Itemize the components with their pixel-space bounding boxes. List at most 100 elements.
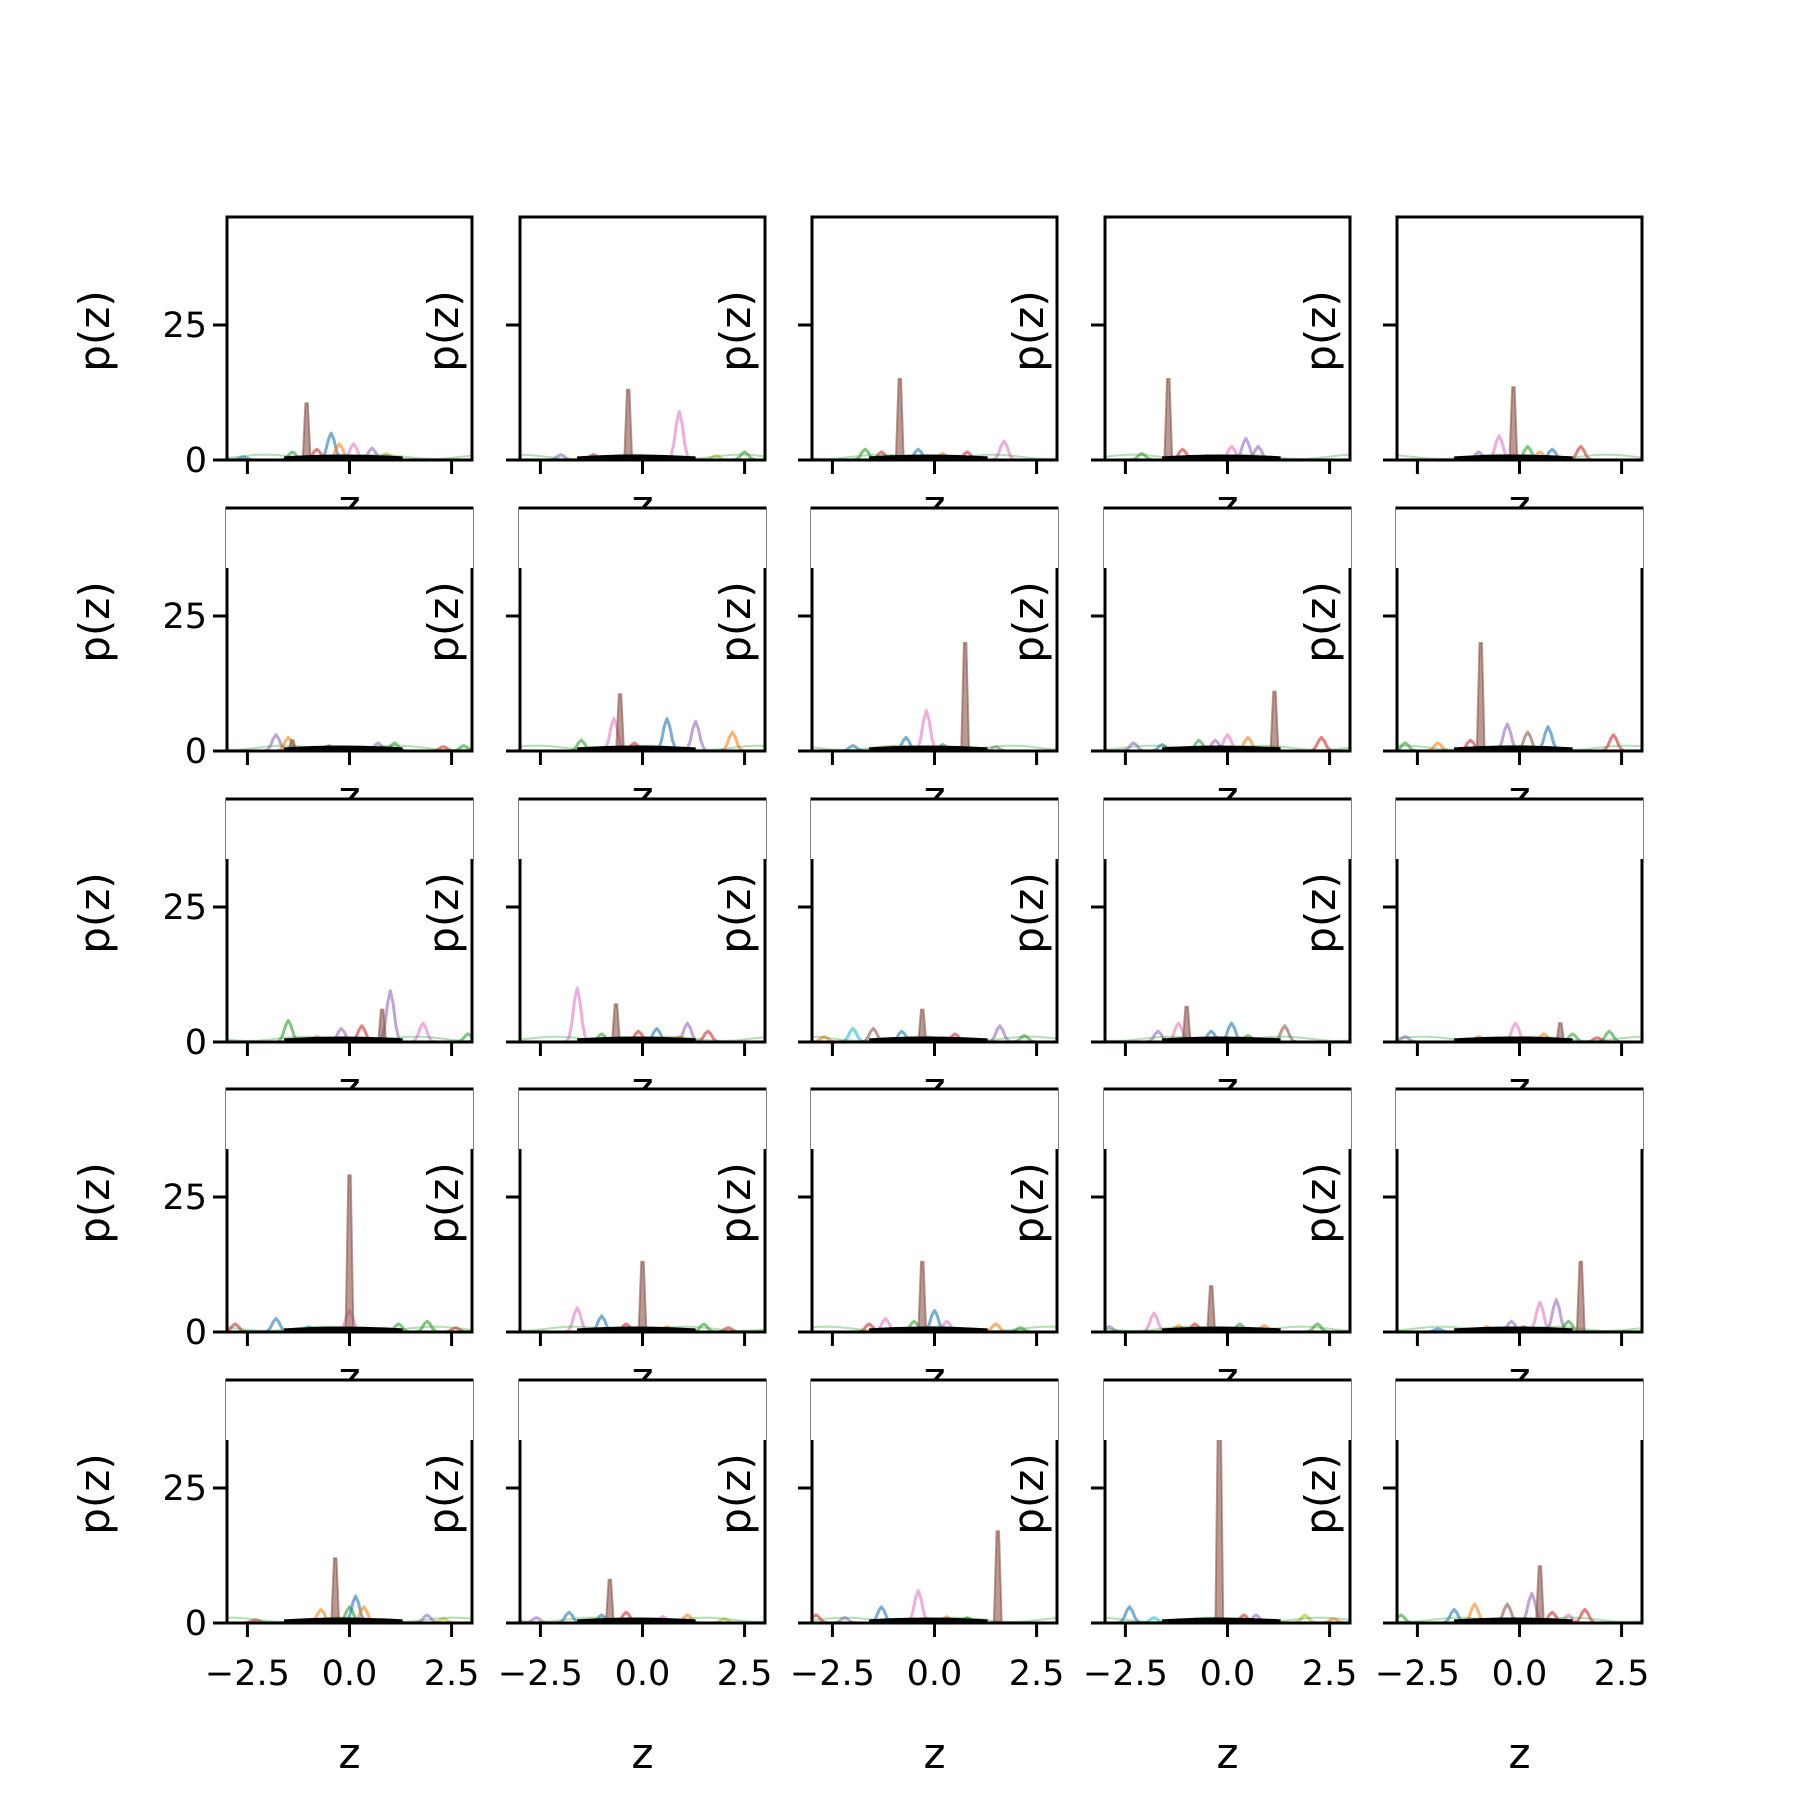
x-axis-label: z	[923, 1729, 945, 1778]
plot-area	[1397, 1260, 1642, 1332]
baseline-line	[1162, 1326, 1281, 1332]
subplot-4-2: p(z)z	[419, 1087, 767, 1402]
baseline-line	[284, 1036, 403, 1042]
baseline-line	[284, 1326, 403, 1332]
spike-peak	[1475, 642, 1486, 751]
label-mask	[519, 1089, 766, 1149]
plot-area	[520, 986, 765, 1042]
plot-area	[812, 1260, 1057, 1332]
x-tick-label: 0.0	[907, 1654, 963, 1694]
baseline-line	[1162, 1617, 1281, 1623]
baseline-line	[1454, 745, 1573, 751]
baseline-line	[1454, 1326, 1573, 1332]
plot-area	[1105, 690, 1350, 751]
y-tick-label: 25	[162, 1469, 207, 1509]
baseline-line	[869, 454, 988, 460]
plot-area	[227, 1557, 472, 1623]
x-axis-label: z	[338, 1729, 360, 1778]
y-axis-label: p(z)	[711, 1162, 760, 1243]
density-line	[914, 709, 939, 751]
y-axis-label: p(z)	[1296, 872, 1345, 953]
baseline-line	[1162, 1036, 1281, 1042]
subplot-5-5: −2.5 0.0 2.5 p(z) z	[1296, 1378, 1649, 1778]
plot-area	[1397, 1021, 1642, 1042]
y-axis-label: p(z)	[419, 581, 468, 662]
x-tick-label: 0.0	[322, 1654, 378, 1694]
spike-peak	[330, 1557, 341, 1623]
axes-frame	[1395, 215, 1644, 462]
x-tick-label: −2.5	[498, 1654, 583, 1694]
x-axis-label: z	[1508, 1729, 1530, 1778]
baseline-line	[1162, 745, 1281, 751]
density-line	[841, 1027, 865, 1042]
label-mask	[811, 1089, 1058, 1149]
density-line	[655, 717, 679, 751]
y-axis-label: p(z)	[70, 1453, 119, 1534]
subplot-1-5: p(z)z	[1296, 215, 1644, 530]
x-tick-label: 2.5	[1009, 1654, 1065, 1694]
y-axis-label: p(z)	[70, 872, 119, 953]
spike-peak	[894, 378, 905, 460]
spike-peak	[1508, 386, 1519, 460]
density-line	[1569, 445, 1593, 460]
subplot-1-3: p(z)z	[711, 215, 1059, 530]
y-axis-label: p(z)	[419, 290, 468, 371]
label-mask	[1104, 799, 1351, 859]
y-axis-label: p(z)	[1296, 581, 1345, 662]
density-line	[667, 409, 692, 460]
y-tick-label: 25	[162, 597, 207, 637]
baseline-line	[869, 1036, 988, 1042]
baseline-line	[284, 454, 403, 460]
spike-peak	[1269, 690, 1280, 751]
x-tick-label: 0.0	[615, 1654, 671, 1694]
plot-area	[1397, 642, 1642, 751]
x-axis-label: z	[1216, 1729, 1238, 1778]
plot-area	[1105, 1005, 1350, 1042]
x-tick-label: −2.5	[205, 1654, 290, 1694]
x-tick-label: 2.5	[1302, 1654, 1358, 1694]
spike-peak	[1555, 1022, 1566, 1042]
spike-peak	[1575, 1260, 1586, 1332]
baseline-line	[1454, 1617, 1573, 1623]
y-axis-label: p(z)	[711, 872, 760, 953]
spike-peak	[615, 693, 625, 751]
y-tick-label: 0	[185, 1313, 207, 1353]
spike-peak	[623, 388, 634, 460]
plot-area	[812, 1530, 1057, 1623]
spike-peak	[1181, 1005, 1192, 1042]
x-tick-label: −2.5	[790, 1654, 875, 1694]
baseline-line	[577, 1617, 696, 1623]
y-axis-label: p(z)	[70, 581, 119, 662]
spike-peak	[344, 1174, 355, 1332]
baseline-line	[577, 745, 696, 751]
label-mask	[226, 1089, 473, 1149]
density-line	[1117, 1605, 1142, 1623]
baseline-line	[577, 454, 696, 460]
plot-area	[520, 693, 765, 751]
plot-area	[520, 1260, 765, 1332]
y-axis-label: p(z)	[1004, 1162, 1053, 1243]
y-axis-label: p(z)	[70, 1162, 119, 1243]
density-line	[988, 1024, 1012, 1042]
plot-area	[520, 388, 765, 460]
y-tick-label: 0	[185, 732, 207, 772]
y-axis-label: p(z)	[1004, 581, 1053, 662]
y-tick-label: 0	[185, 441, 207, 481]
plot-area	[227, 733, 472, 751]
density-line	[696, 1029, 720, 1042]
density-line	[720, 730, 745, 751]
y-axis-label: p(z)	[419, 872, 468, 953]
spike-peak	[637, 1260, 648, 1332]
baseline-line	[284, 745, 403, 751]
baseline-line	[577, 1036, 696, 1042]
subplot-5-2: −2.5 0.0 2.5 p(z) z	[419, 1378, 772, 1778]
x-tick-label: 2.5	[424, 1654, 480, 1694]
plot-area	[227, 989, 472, 1042]
y-tick-label: 25	[162, 306, 207, 346]
density-line	[564, 986, 590, 1042]
label-mask	[1104, 508, 1351, 568]
y-axis-label: p(z)	[419, 1453, 468, 1534]
baseline-line	[1454, 1036, 1573, 1042]
